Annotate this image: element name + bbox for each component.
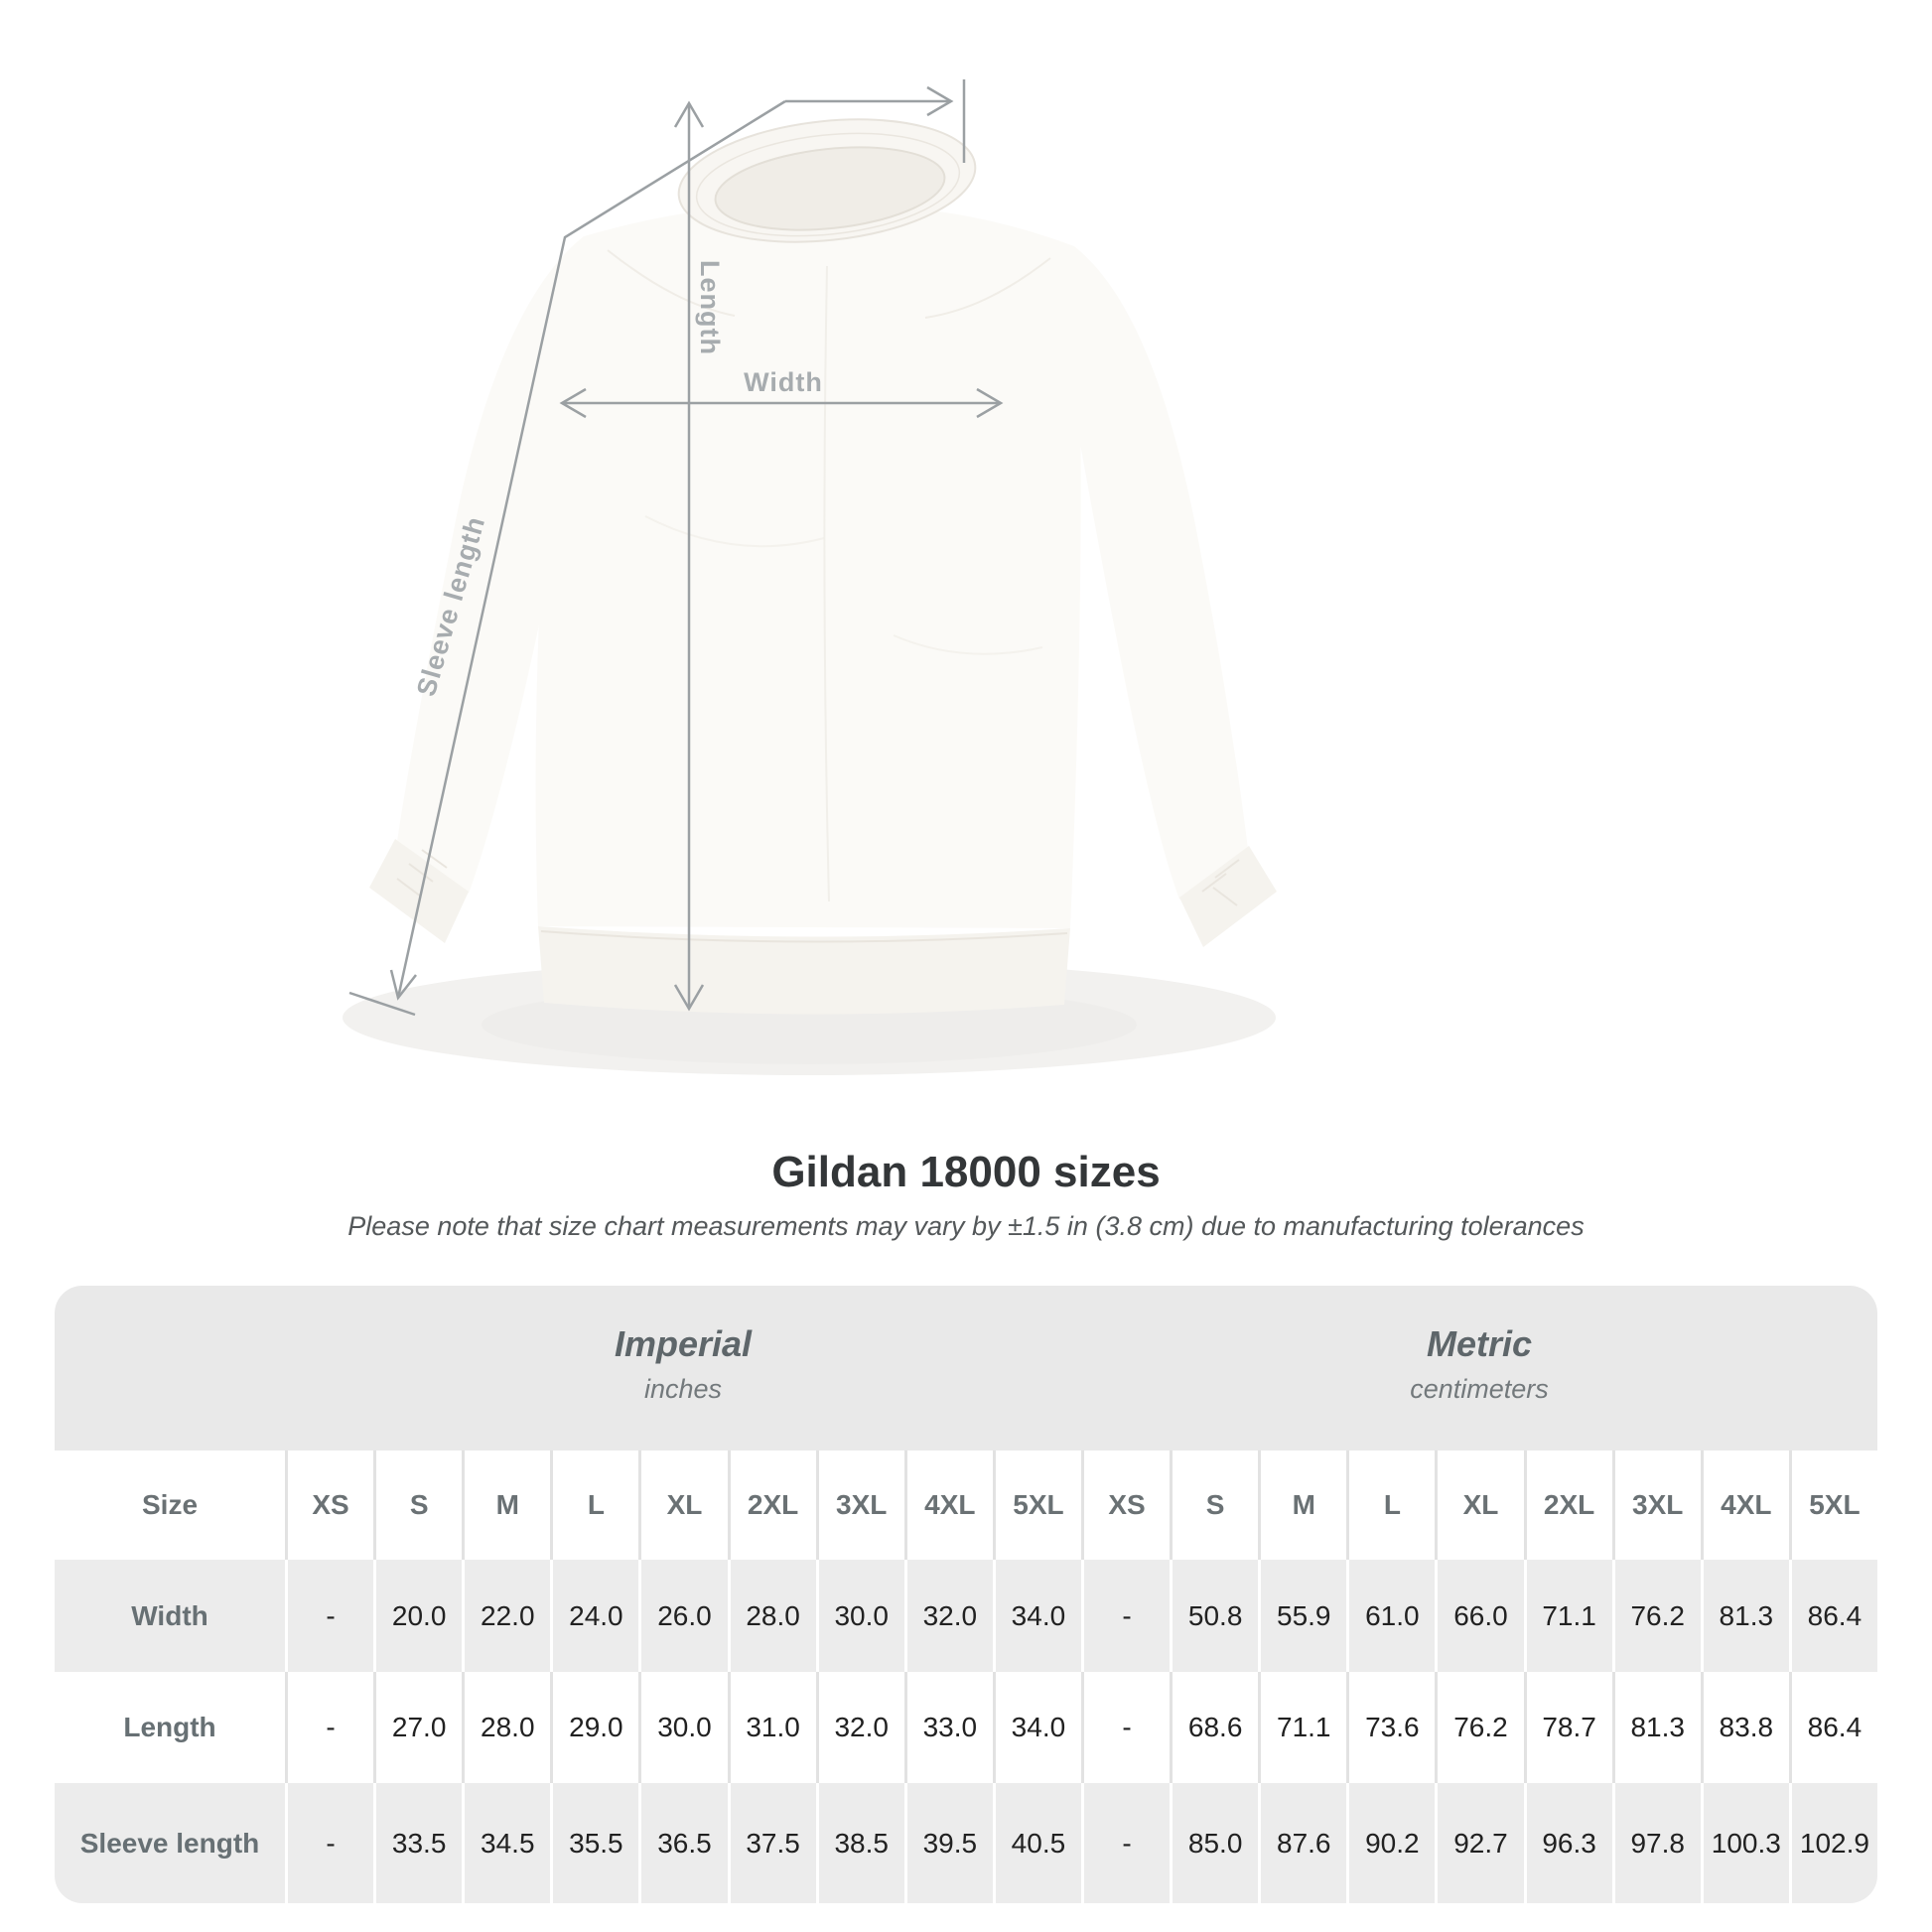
metric-section-header: Metric centimeters bbox=[1081, 1286, 1877, 1450]
size-header-metric: XS bbox=[1083, 1450, 1171, 1560]
sleeve-length-arrow bbox=[348, 79, 966, 1017]
length-metric-value: - bbox=[1083, 1672, 1171, 1783]
width-imperial-value: 28.0 bbox=[730, 1560, 816, 1672]
size-column-header: Size bbox=[55, 1450, 285, 1560]
length-imperial-value: 29.0 bbox=[553, 1672, 639, 1783]
sleeve-imperial-value: 39.5 bbox=[906, 1783, 993, 1903]
width-imperial-value: 32.0 bbox=[906, 1560, 993, 1672]
sleeve-metric-value: 92.7 bbox=[1438, 1783, 1524, 1903]
size-header-metric: XL bbox=[1438, 1450, 1524, 1560]
length-imperial-value: 33.0 bbox=[906, 1672, 993, 1783]
size-header-imperial: S bbox=[376, 1450, 463, 1560]
length-arrow bbox=[673, 100, 705, 1012]
sleeve-metric-value: 96.3 bbox=[1526, 1783, 1612, 1903]
width-label: Width bbox=[744, 367, 823, 397]
size-header-imperial: 5XL bbox=[995, 1450, 1081, 1560]
sweatshirt-illustration bbox=[369, 118, 1277, 1015]
sleeve-metric-value: 100.3 bbox=[1703, 1783, 1789, 1903]
sleeve-imperial-value: 34.5 bbox=[465, 1783, 551, 1903]
table-row-sizes: Size XS S M L XL 2XL 3XL 4XL 5XL XS S M L XL 2XL 3XL 4X… bbox=[55, 1450, 1877, 1560]
width-metric-value: 61.0 bbox=[1349, 1560, 1436, 1672]
size-header-imperial: XS bbox=[288, 1450, 374, 1560]
table-row-sleeve-length: Sleeve length -33.5 34.5 35.5 36.5 37.5 38.5 3… bbox=[55, 1783, 1877, 1903]
width-metric-value: 76.2 bbox=[1614, 1560, 1701, 1672]
page-title: Gildan 18000 sizes bbox=[771, 1148, 1161, 1196]
length-imperial-value: 27.0 bbox=[376, 1672, 463, 1783]
size-header-imperial: M bbox=[465, 1450, 551, 1560]
width-imperial-value: - bbox=[288, 1560, 374, 1672]
size-header-imperial: 2XL bbox=[730, 1450, 816, 1560]
size-header-metric: 2XL bbox=[1526, 1450, 1612, 1560]
length-metric-value: 86.4 bbox=[1791, 1672, 1877, 1783]
length-metric-value: 78.7 bbox=[1526, 1672, 1612, 1783]
sleeve-imperial-value: - bbox=[288, 1783, 374, 1903]
length-metric-value: 73.6 bbox=[1349, 1672, 1436, 1783]
width-imperial-value: 26.0 bbox=[641, 1560, 728, 1672]
width-metric-value: 71.1 bbox=[1526, 1560, 1612, 1672]
row-label-sleeve-length: Sleeve length bbox=[55, 1783, 285, 1903]
width-imperial-value: 34.0 bbox=[995, 1560, 1081, 1672]
sleeve-metric-value: 87.6 bbox=[1261, 1783, 1347, 1903]
width-imperial-value: 24.0 bbox=[553, 1560, 639, 1672]
length-metric-value: 81.3 bbox=[1614, 1672, 1701, 1783]
width-imperial-value: 20.0 bbox=[376, 1560, 463, 1672]
row-label-width: Width bbox=[55, 1560, 285, 1672]
length-metric-value: 83.8 bbox=[1703, 1672, 1789, 1783]
imperial-subtitle: inches bbox=[643, 1374, 723, 1404]
sleeve-imperial-value: 36.5 bbox=[641, 1783, 728, 1903]
sleeve-metric-value: 85.0 bbox=[1173, 1783, 1259, 1903]
sleeve-imperial-value: 35.5 bbox=[553, 1783, 639, 1903]
imperial-section-header: Imperial inches bbox=[285, 1286, 1081, 1450]
size-header-imperial: 4XL bbox=[906, 1450, 993, 1560]
length-imperial-value: - bbox=[288, 1672, 374, 1783]
length-imperial-value: 34.0 bbox=[995, 1672, 1081, 1783]
width-metric-value: 81.3 bbox=[1703, 1560, 1789, 1672]
size-header-metric: S bbox=[1173, 1450, 1259, 1560]
size-header-imperial: 3XL bbox=[818, 1450, 904, 1560]
size-header-metric: 3XL bbox=[1614, 1450, 1701, 1560]
sweatshirt-measurement-diagram: Length Width Sleeve length bbox=[343, 79, 1277, 1075]
length-label: Length bbox=[695, 260, 725, 355]
size-header-imperial: L bbox=[553, 1450, 639, 1560]
sleeve-imperial-value: 33.5 bbox=[376, 1783, 463, 1903]
width-metric-value: 86.4 bbox=[1791, 1560, 1877, 1672]
sleeve-metric-value: 97.8 bbox=[1614, 1783, 1701, 1903]
width-metric-value: 66.0 bbox=[1438, 1560, 1524, 1672]
sleeve-imperial-value: 40.5 bbox=[995, 1783, 1081, 1903]
row-label-length: Length bbox=[55, 1672, 285, 1783]
table-row-width: Width -20.0 22.0 24.0 26.0 28.0 30.0 32.0 34.0 … bbox=[55, 1560, 1877, 1672]
table-row-length: Length -27.0 28.0 29.0 30.0 31.0 32.0 33.0 34.0… bbox=[55, 1672, 1877, 1783]
sleeve-imperial-value: 38.5 bbox=[818, 1783, 904, 1903]
size-header-metric: 5XL bbox=[1791, 1450, 1877, 1560]
size-header-imperial: XL bbox=[641, 1450, 728, 1560]
width-metric-value: 50.8 bbox=[1173, 1560, 1259, 1672]
width-imperial-value: 30.0 bbox=[818, 1560, 904, 1672]
length-metric-value: 76.2 bbox=[1438, 1672, 1524, 1783]
length-imperial-value: 30.0 bbox=[641, 1672, 728, 1783]
width-arrow bbox=[559, 387, 1004, 419]
size-header-metric: 4XL bbox=[1703, 1450, 1789, 1560]
size-table: Imperial inches Metric centimeters Size … bbox=[55, 1286, 1877, 1903]
length-imperial-value: 31.0 bbox=[730, 1672, 816, 1783]
width-imperial-value: 22.0 bbox=[465, 1560, 551, 1672]
metric-subtitle: centimeters bbox=[1410, 1374, 1549, 1404]
size-header-metric: M bbox=[1261, 1450, 1347, 1560]
tolerance-note: Please note that size chart measurements… bbox=[347, 1211, 1585, 1241]
unit-band-spacer bbox=[55, 1286, 285, 1450]
length-imperial-value: 32.0 bbox=[818, 1672, 904, 1783]
imperial-title: Imperial bbox=[614, 1323, 753, 1364]
unit-header-band: Imperial inches Metric centimeters bbox=[55, 1286, 1877, 1450]
width-metric-value: - bbox=[1083, 1560, 1171, 1672]
length-metric-value: 71.1 bbox=[1261, 1672, 1347, 1783]
length-imperial-value: 28.0 bbox=[465, 1672, 551, 1783]
sleeve-imperial-value: 37.5 bbox=[730, 1783, 816, 1903]
size-header-metric: L bbox=[1349, 1450, 1436, 1560]
width-metric-value: 55.9 bbox=[1261, 1560, 1347, 1672]
metric-title: Metric bbox=[1426, 1323, 1533, 1364]
sleeve-metric-value: 102.9 bbox=[1791, 1783, 1877, 1903]
length-metric-value: 68.6 bbox=[1173, 1672, 1259, 1783]
sleeve-metric-value: 90.2 bbox=[1349, 1783, 1436, 1903]
sleeve-metric-value: - bbox=[1083, 1783, 1171, 1903]
